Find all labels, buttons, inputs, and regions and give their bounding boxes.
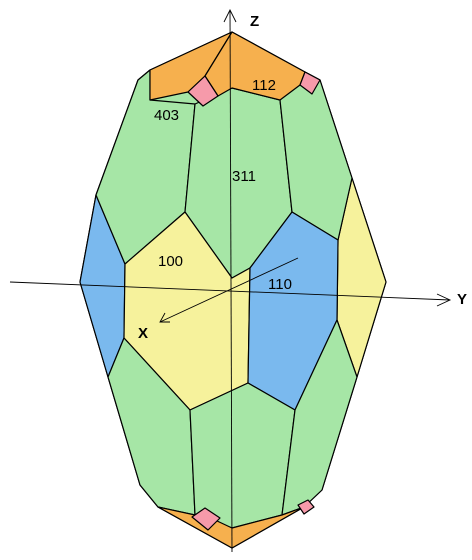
label-311: 311 — [232, 168, 256, 185]
y-axis-arrowhead — [436, 293, 452, 307]
z-axis — [229, 9, 233, 553]
z-axis-arrowhead — [223, 8, 237, 23]
face-bottom-pink-left — [191, 507, 221, 531]
x-axis-arrowhead — [159, 312, 170, 323]
face-bottom-pink-right — [297, 499, 315, 515]
label-110: 110 — [268, 276, 292, 293]
y-axis — [9, 281, 451, 301]
face-lower-middle — [189, 382, 296, 529]
label-403: 403 — [154, 107, 179, 124]
face-top-pink-left — [187, 75, 219, 107]
label-100: 100 — [158, 253, 183, 270]
x-axis — [159, 257, 299, 323]
y-axis-label: Y — [457, 291, 467, 308]
z-axis-label: Z — [250, 13, 259, 30]
x-axis-label: X — [138, 325, 148, 342]
label-112: 112 — [252, 77, 276, 94]
face-top-pink-right — [299, 71, 321, 95]
